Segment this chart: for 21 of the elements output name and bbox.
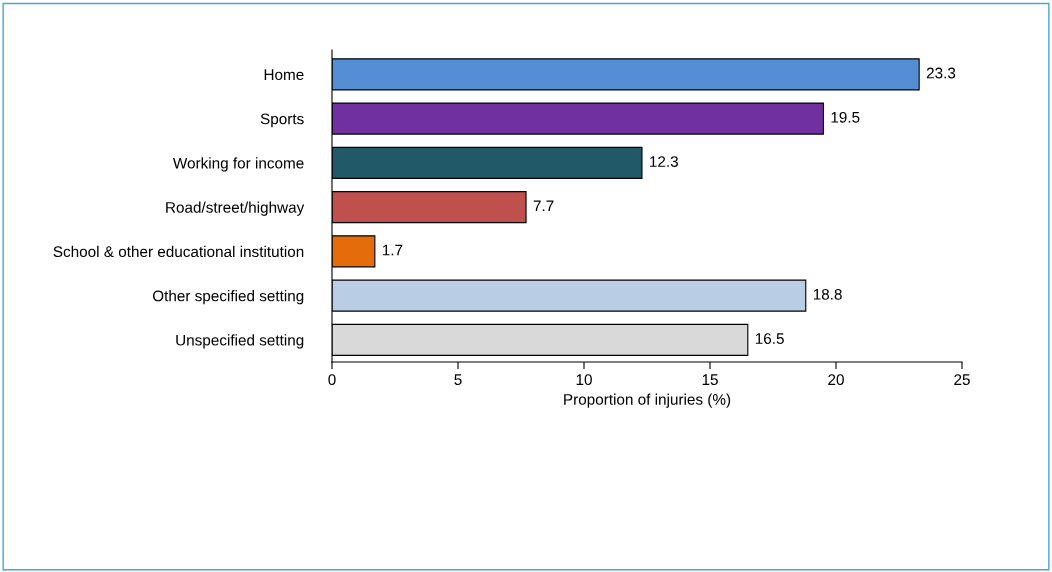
data-label: 12.3 xyxy=(650,156,678,167)
x-axis-title: Proportion of injuries (%) xyxy=(564,393,731,408)
y-tick-label: Home xyxy=(264,69,304,81)
data-label: 23.3 xyxy=(926,67,956,79)
x-tick-label: 25 xyxy=(954,374,970,386)
y-tick-label: Working for income xyxy=(172,157,304,172)
data-label: 16.5 xyxy=(755,333,784,344)
data-label: 1.7 xyxy=(382,244,403,256)
x-tick-label: 0 xyxy=(328,374,336,386)
y-tick-label: Unspecified setting xyxy=(176,334,304,349)
data-label: 7.7 xyxy=(533,200,554,212)
x-tick-label: 20 xyxy=(828,374,844,386)
data-label: 19.5 xyxy=(831,111,860,123)
y-tick-label: Sports xyxy=(260,113,304,128)
y-tick-label: Other specified setting xyxy=(152,290,304,305)
x-tick-label: 5 xyxy=(454,374,462,386)
y-tick-label: School & other educational institution xyxy=(53,245,304,258)
x-tick-label: 15 xyxy=(702,374,718,386)
x-tick-label: 10 xyxy=(576,374,592,386)
y-tick-label: Road/street/highway xyxy=(166,201,305,216)
data-label: 18.8 xyxy=(813,288,842,300)
